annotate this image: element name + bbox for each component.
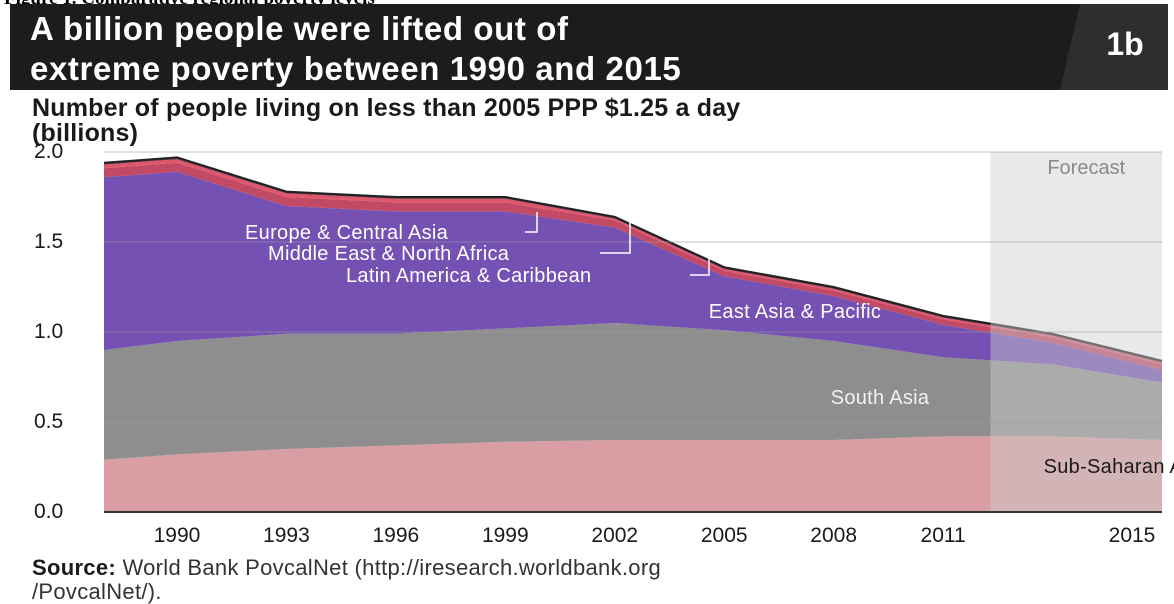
- source-tag: Source:: [32, 555, 117, 580]
- poverty-area-chart: Forecast 0.00.51.01.52.0 1990 1993 1996 199…: [34, 140, 1174, 547]
- x-tick-label: 2005: [701, 524, 748, 547]
- area-south-asia: [104, 323, 1162, 460]
- y-tick-label: 0.5: [34, 410, 63, 433]
- title-banner: A billion people were lifted out of extr…: [10, 4, 1168, 90]
- total-outline: [103, 156, 1163, 362]
- x-tick-label: 2002: [591, 524, 638, 547]
- chart-title: Number of people living on less than 200…: [32, 94, 741, 122]
- x-tick-label: 2008: [810, 524, 857, 547]
- x-tick-label: 1993: [263, 524, 310, 547]
- x-tick-labels: 1990 1993 1996 1999 2002 2005 2008 2011 2015: [154, 524, 1156, 547]
- banner-slash: [1060, 4, 1080, 90]
- gridlines: [104, 151, 1162, 513]
- x-tick-label: 1996: [373, 524, 420, 547]
- y-tick-label: 2.0: [34, 140, 63, 163]
- x-tick-label: 2015: [1109, 524, 1156, 547]
- banner-title-line-1: A billion people were lifted out of: [30, 10, 569, 47]
- label-middle-east-north-africa: Middle East & North Africa: [268, 243, 510, 265]
- y-tick-label: 1.5: [34, 230, 63, 253]
- banner-title-line-2: extreme poverty between 1990 and 2015: [30, 50, 682, 87]
- label-sub-saharan-africa: Sub-Saharan Africa: [1044, 456, 1174, 478]
- y-tick-label: 0.0: [34, 500, 63, 523]
- label-europe-central-asia: Europe & Central Asia: [245, 222, 449, 244]
- x-tick-label: 2011: [921, 524, 966, 547]
- label-latin-america-caribbean: Latin America & Caribbean: [346, 265, 591, 287]
- source-note: Source: World Bank PovcalNet (http://ire…: [32, 556, 661, 604]
- forecast-label: Forecast: [1047, 157, 1125, 179]
- x-tick-label: 1990: [154, 524, 201, 547]
- label-south-asia: South Asia: [831, 387, 930, 409]
- area-sub-saharan-africa: [104, 436, 1162, 512]
- leader-latin-america: [690, 254, 710, 276]
- leader-middle-east: [600, 220, 631, 254]
- chart-subtitle: Number of people living on less than 200…: [32, 96, 740, 146]
- area-east-asia-pacific: [104, 171, 1162, 383]
- figure-badge: 1b: [1106, 26, 1144, 62]
- source-line-1: World Bank PovcalNet (http://iresearch.w…: [122, 555, 661, 580]
- source-line-2: /PovcalNet/).: [32, 579, 162, 604]
- y-axis-unit-label: (billions): [32, 119, 139, 147]
- y-tick-label: 1.0: [34, 320, 63, 343]
- area-layers: [103, 156, 1163, 512]
- x-tick-label: 1999: [482, 524, 529, 547]
- y-tick-labels: 0.0 0.5 1.0 1.5 2.0: [34, 140, 63, 523]
- label-east-asia-pacific: East Asia & Pacific: [709, 301, 881, 323]
- badge-background: [1080, 4, 1168, 90]
- leader-europe: [525, 212, 538, 233]
